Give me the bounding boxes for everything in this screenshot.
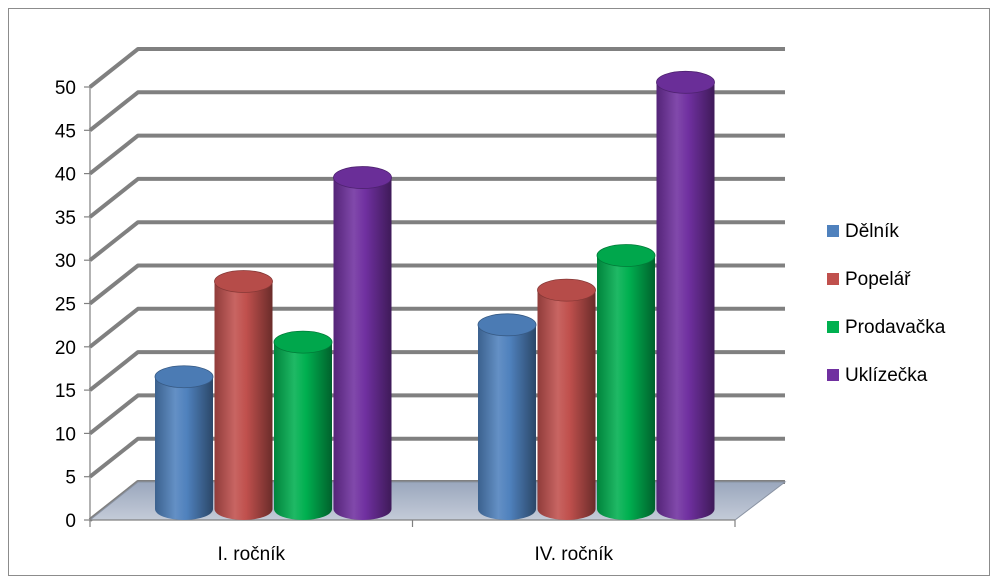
bar-3-0 — [333, 177, 392, 520]
y-tick-label: 0 — [65, 511, 76, 532]
bar-0-0 — [155, 376, 213, 520]
bar-top-0-0 — [154, 365, 214, 389]
y-tick-label: 35 — [55, 208, 76, 229]
legend-swatch — [827, 321, 839, 333]
gridline — [88, 90, 785, 132]
gridline — [88, 133, 785, 176]
y-tick-label: 30 — [55, 251, 76, 272]
x-tick-label: I. ročník — [217, 544, 285, 565]
gridline — [88, 220, 785, 262]
gridline — [88, 47, 785, 89]
bar-3-1 — [656, 82, 715, 520]
bar-top-2-0 — [273, 330, 333, 354]
y-tick-label: 45 — [55, 121, 76, 142]
bar-2-0 — [274, 342, 332, 520]
y-tick-label: 40 — [55, 165, 76, 186]
y-tick-label: 5 — [65, 468, 76, 489]
bar-0-1 — [478, 324, 536, 520]
gridline — [88, 263, 785, 306]
y-tick-label: 50 — [55, 78, 76, 99]
y-tick-label: 20 — [55, 338, 76, 359]
legend-label: Uklízečka — [845, 365, 928, 386]
legend-label: Popelář — [845, 269, 911, 290]
y-tick-label: 25 — [55, 295, 76, 316]
x-tick-label: IV. ročník — [534, 544, 613, 565]
bar-top-1-0 — [214, 270, 273, 293]
bar-top-2-1 — [596, 244, 656, 267]
legend-swatch — [827, 369, 839, 381]
bar-top-1-1 — [537, 278, 596, 302]
y-tick-label: 10 — [55, 424, 76, 445]
legend-label: Prodavačka — [845, 317, 946, 338]
gridline — [88, 176, 785, 219]
bar-1-1 — [537, 290, 596, 520]
legend-label: Dělník — [845, 221, 899, 242]
legend-swatch — [827, 273, 839, 285]
bar-2-1 — [597, 255, 655, 520]
bar-1-0 — [214, 281, 273, 520]
y-tick-label: 15 — [55, 381, 76, 402]
legend-swatch — [827, 225, 839, 237]
bar-top-3-0 — [333, 166, 392, 189]
bar-top-3-1 — [656, 70, 715, 94]
bar-top-0-1 — [477, 313, 537, 337]
